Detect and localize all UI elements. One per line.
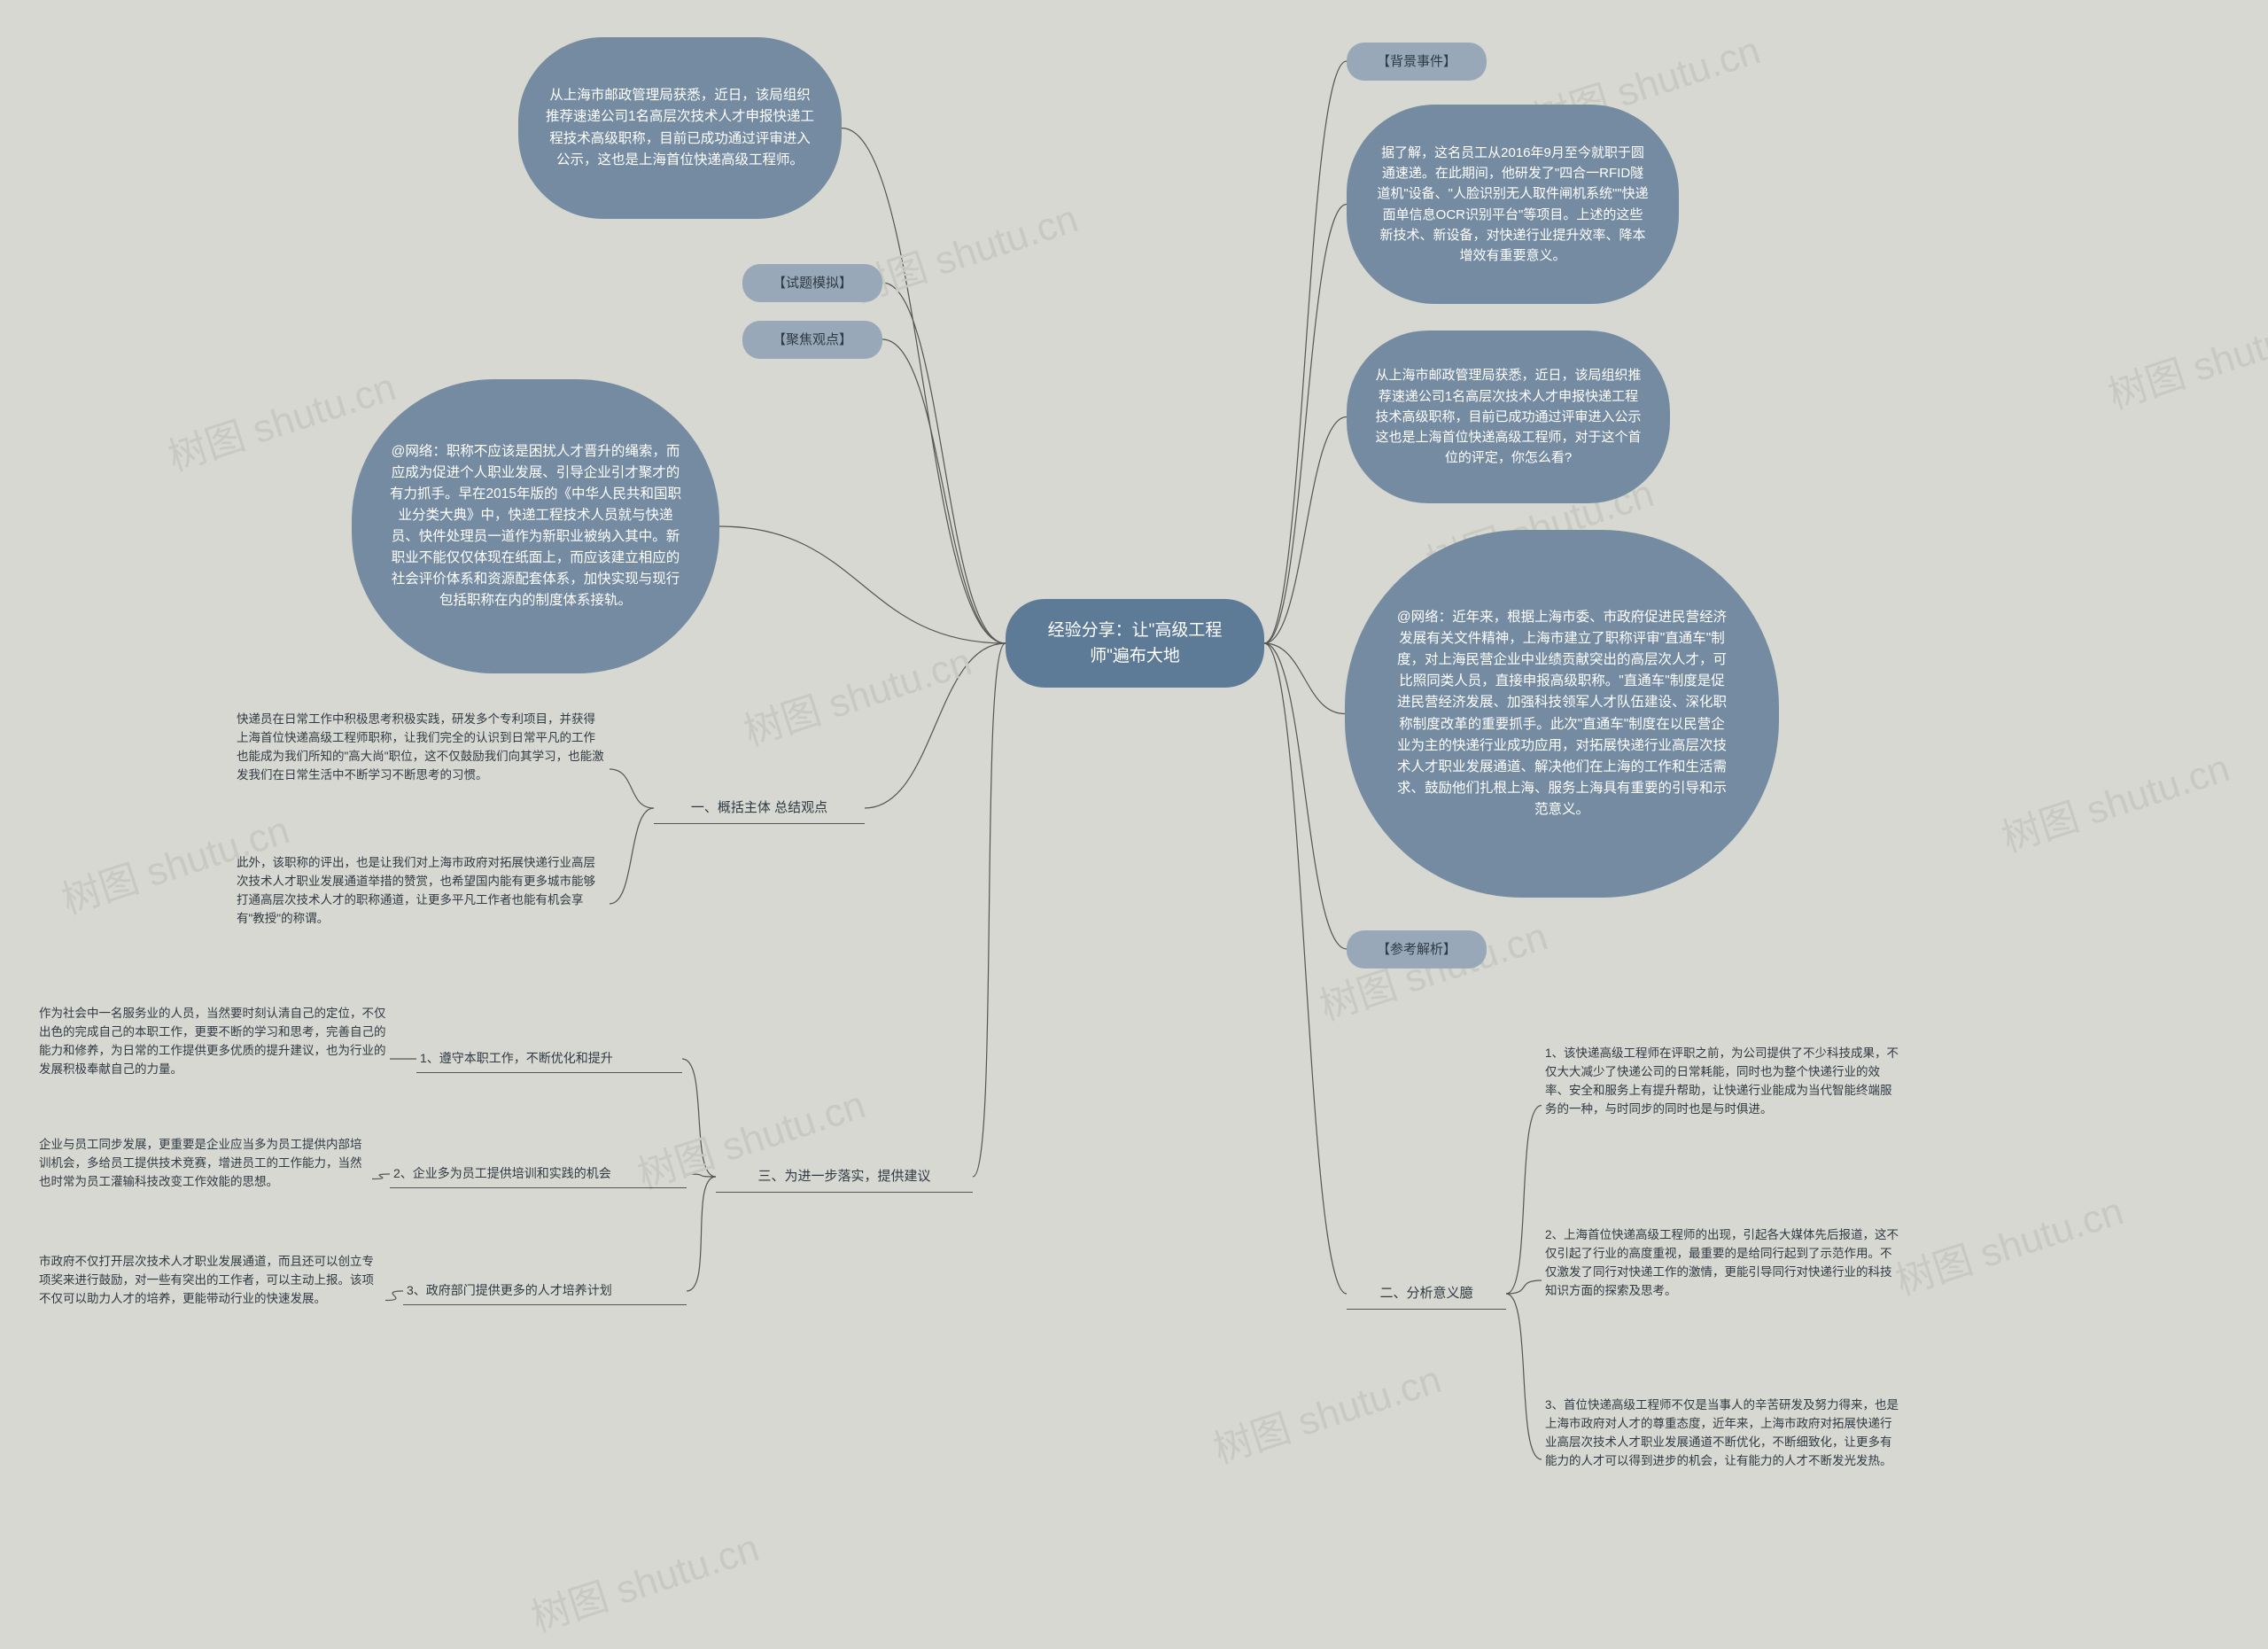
edge [372, 1174, 390, 1179]
edge [1506, 1280, 1542, 1294]
node-sec2Title: 二、分析意义臆 [1347, 1278, 1506, 1310]
node-rightBlob2: 从上海市邮政管理局获悉，近日，该局组织推荐速递公司1名高层次技术人才申报快递工程… [1347, 331, 1670, 503]
node-sec3_1txt: 作为社会中一名服务业的人员，当然要时刻认清自己的定位，不仅出色的完成自己的本职工… [35, 1001, 390, 1116]
node-sec3_3txt: 市政府不仅打开层次技术人才职业发展通道，而且还可以创立专项奖来进行鼓励，对一些有… [35, 1249, 385, 1351]
node-sec2_1: 1、该快递高级工程师在评职之前，为公司提供了不少科技成果，不仅大大减少了快递公司… [1542, 1041, 1905, 1170]
node-jujiao: 【聚焦观点】 [742, 321, 882, 359]
edge [882, 339, 1006, 643]
edge [865, 643, 1006, 808]
edge [1264, 643, 1347, 949]
node-shiti: 【试题模拟】 [742, 264, 882, 302]
node-sec3Title: 三、为进一步落实，提供建议 [716, 1161, 973, 1193]
edge [610, 769, 654, 808]
edge [1264, 61, 1347, 643]
edge [1264, 643, 1347, 1294]
watermark-text: 树图 shutu.cn [1993, 736, 2235, 863]
node-sec3_3: 3、政府部门提供更多的人才培养计划 [403, 1278, 687, 1305]
node-topLeftBlob: 从上海市邮政管理局获悉，近日，该局组织推荐速递公司1名高层次技术人才申报快递工程… [518, 37, 842, 219]
edge [973, 643, 1006, 1177]
edge [719, 526, 1006, 643]
edge [682, 1059, 716, 1177]
node-rightBlob1: 据了解，这名员工从2016年9月至今就职于圆通速递。在此期间，他研发了"四合一R… [1347, 105, 1679, 304]
edge [1264, 205, 1347, 644]
edge [1264, 643, 1345, 714]
watermark-text: 树图 shutu.cn [2100, 293, 2268, 420]
watermark-text: 树图 shutu.cn [1887, 1179, 2129, 1306]
node-sec1a: 快递员在日常工作中积极思考积极实践，研发多个专利项目，并获得上海首位快递高级工程… [233, 707, 610, 831]
edge [385, 1291, 403, 1301]
node-sec2_2: 2、上海首位快递高级工程师的出现，引起各大媒体先后报道，这不仅引起了行业的高度重… [1542, 1223, 1905, 1338]
edge [842, 128, 1006, 644]
edge [1506, 1294, 1542, 1459]
watermark-text: 树图 shutu.cn [735, 630, 977, 757]
node-sec2_3: 3、首位快递高级工程师不仅是当事人的辛苦研发及努力得来，也是上海市政府对人才的尊… [1542, 1393, 1905, 1526]
edge [1506, 1106, 1542, 1295]
edge [882, 283, 1006, 643]
node-sec1Title: 一、概括主体 总结观点 [654, 792, 865, 824]
node-sec3_1: 1、遵守本职工作，不断优化和提升 [416, 1046, 682, 1073]
edge [687, 1174, 716, 1177]
node-rightBigBlob: @网络：近年来，根据上海市委、市政府促进民营经济发展有关文件精神，上海市建立了职… [1345, 530, 1779, 898]
edge [610, 808, 654, 904]
node-beijing: 【背景事件】 [1347, 43, 1487, 81]
mindmap-canvas: 树图 shutu.cn 树图 shutu.cn 树图 shutu.cn 树图 shut… [0, 0, 2268, 1649]
watermark-text: 树图 shutu.cn [523, 1516, 765, 1643]
node-leftBigBlob: @网络：职称不应该是困扰人才晋升的绳索，而应成为促进个人职业发展、引导企业引才聚… [352, 379, 719, 673]
edge [687, 1177, 716, 1291]
node-sec1b: 此外，该职称的评出，也是让我们对上海市政府对拓展快递行业高层次技术人才职业发展通… [233, 851, 610, 957]
edge [1264, 417, 1347, 644]
watermark-text: 树图 shutu.cn [1205, 1348, 1447, 1474]
node-cankaoTitle: 【参考解析】 [1347, 930, 1487, 968]
center-node: 经验分享：让"高级工程 师"遍布大地 [1006, 599, 1264, 688]
node-sec3_2txt: 企业与员工同步发展，更重要是企业应当多为员工提供内部培训机会，多给员工提供技术竞… [35, 1132, 372, 1225]
node-sec3_2: 2、企业多为员工提供培训和实践的机会 [390, 1161, 687, 1188]
